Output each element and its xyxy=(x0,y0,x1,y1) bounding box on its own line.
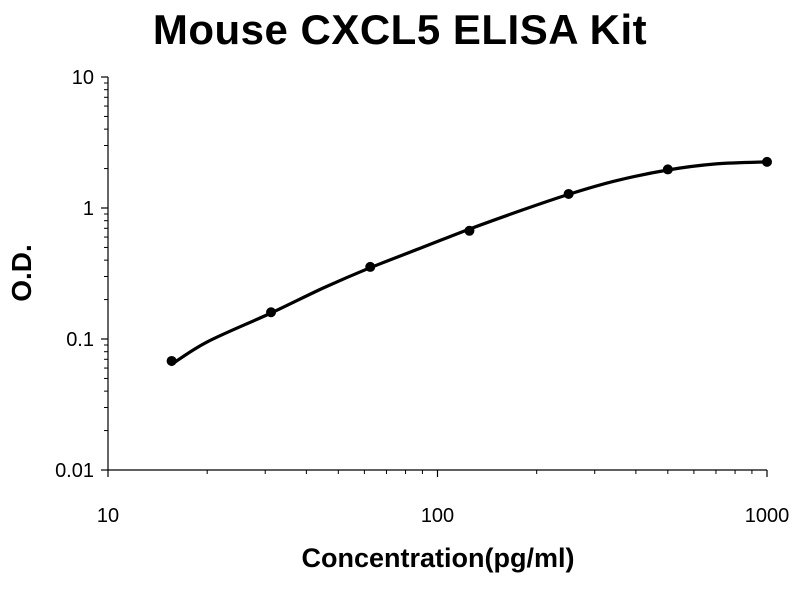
data-point xyxy=(762,156,772,167)
x-tick-label: 1000 xyxy=(745,505,790,527)
chart-title: Mouse CXCL5 ELISA Kit xyxy=(152,6,648,53)
axes xyxy=(107,77,767,471)
data-point xyxy=(464,225,475,236)
y-tick-label: 0.01 xyxy=(55,460,94,482)
data-point xyxy=(662,164,673,175)
data-point xyxy=(166,355,177,366)
y-axis-ticks: 0.01 0.1 1 10 xyxy=(55,67,108,482)
y-tick-label: 10 xyxy=(72,67,94,89)
data-point xyxy=(563,188,574,199)
y-tick-label: 1 xyxy=(83,198,94,220)
data-point xyxy=(266,307,277,318)
x-axis-label: Concentration(pg/ml) xyxy=(301,543,575,573)
x-axis-ticks: 10 100 1000 xyxy=(97,470,789,527)
x-tick-label: 100 xyxy=(421,505,454,527)
data-markers xyxy=(166,156,772,366)
x-tick-label: 10 xyxy=(97,505,119,527)
data-point xyxy=(365,261,376,272)
y-tick-label: 0.1 xyxy=(66,329,94,351)
fit-curve xyxy=(170,160,769,366)
